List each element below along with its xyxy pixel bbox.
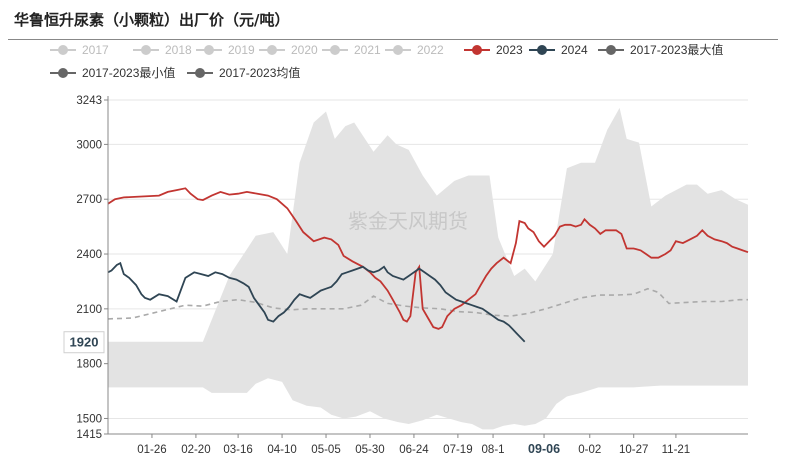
y-tick-label: 1500 [76,413,102,425]
series-line-avg [107,287,748,320]
legend-label: 2021 [354,43,381,57]
legend-item-2018[interactable]: 2018 [133,43,192,57]
legend-item-2017-2023最小值[interactable]: 2017-2023最小值 [50,65,175,80]
legend-item-2017-2023均值[interactable]: 2017-2023均值 [187,65,300,80]
legend-marker [58,45,68,55]
y-tick-label: 2400 [76,249,102,261]
x-tick-label: 07-19 [443,444,472,456]
legend-label: 2017-2023最小值 [82,65,175,80]
legend-item-2019[interactable]: 2019 [196,43,255,57]
x-tick-label: 08-1 [482,444,505,456]
y-tick-label: 1415 [76,429,102,441]
legend-label: 2019 [228,43,255,57]
watermark: 紫金天风期货 [348,210,468,233]
x-tick-label: 03-16 [223,444,252,456]
x-tick-label: 01-26 [137,444,166,456]
series-line-2024 [107,261,526,343]
y-highlight-label: 1920 [70,335,99,350]
legend-label: 2023 [496,43,523,57]
legend-label: 2018 [165,43,192,57]
chart-legend[interactable]: 2017 2018 2019 2020 2021 2022 2023 2024 2017-202… [50,42,723,80]
legend-item-2020[interactable]: 2020 [259,43,318,57]
legend-label: 2017 [82,43,109,57]
legend-label: 2017-2023均值 [219,65,300,80]
legend-marker [204,45,214,55]
legend-label: 2017-2023最大值 [630,42,723,57]
legend-label: 2024 [561,43,588,57]
legend-item-2024[interactable]: 2024 [529,43,588,57]
legend-marker [141,45,151,55]
x-tick-label: 02-20 [181,444,210,456]
plot-area: 紫金天风期货 3243 3000 2700 2400 2100 1800 1500 1415 01… [63,95,749,458]
range-band-max-min [108,107,748,430]
x-tick-label: 04-10 [267,444,296,456]
legend-marker [330,45,340,55]
chart-title: 华鲁恒升尿素（小颗粒）出厂价（元/吨） [14,11,290,29]
legend-marker [537,45,547,55]
x-tick-label: 11-21 [662,444,691,456]
legend-item-2023[interactable]: 2023 [464,43,523,57]
x-tick-label: 06-24 [399,444,429,456]
x-tick-label: 10-27 [619,444,648,456]
series-line-2023 [107,187,749,330]
legend-marker [267,45,277,55]
legend-marker [58,68,68,78]
x-highlight-box [522,438,567,458]
legend-marker [195,68,205,78]
y-tick-label: 1800 [76,359,102,371]
x-tick-label: 05-30 [355,444,384,456]
y-tick-label: 3000 [76,139,102,151]
x-highlight-label: 09-06 [528,442,560,456]
legend-marker [472,45,482,55]
legend-item-2017-2023最大值[interactable]: 2017-2023最大值 [598,42,723,57]
y-tick-label: 3243 [76,95,102,107]
x-tick-label: 05-05 [311,444,340,456]
y-tick-label: 2100 [76,304,102,316]
legend-item-2021[interactable]: 2021 [322,43,381,57]
legend-item-2022[interactable]: 2022 [385,43,444,57]
x-tick-label: 0-02 [578,444,601,456]
legend-label: 2020 [291,43,318,57]
legend-marker [393,45,403,55]
legend-label: 2022 [417,43,444,57]
legend-marker [606,45,616,55]
legend-item-2017[interactable]: 2017 [50,43,109,57]
title-divider [8,39,778,40]
y-tick-label: 2700 [76,194,102,206]
y-highlight-box [63,331,105,354]
